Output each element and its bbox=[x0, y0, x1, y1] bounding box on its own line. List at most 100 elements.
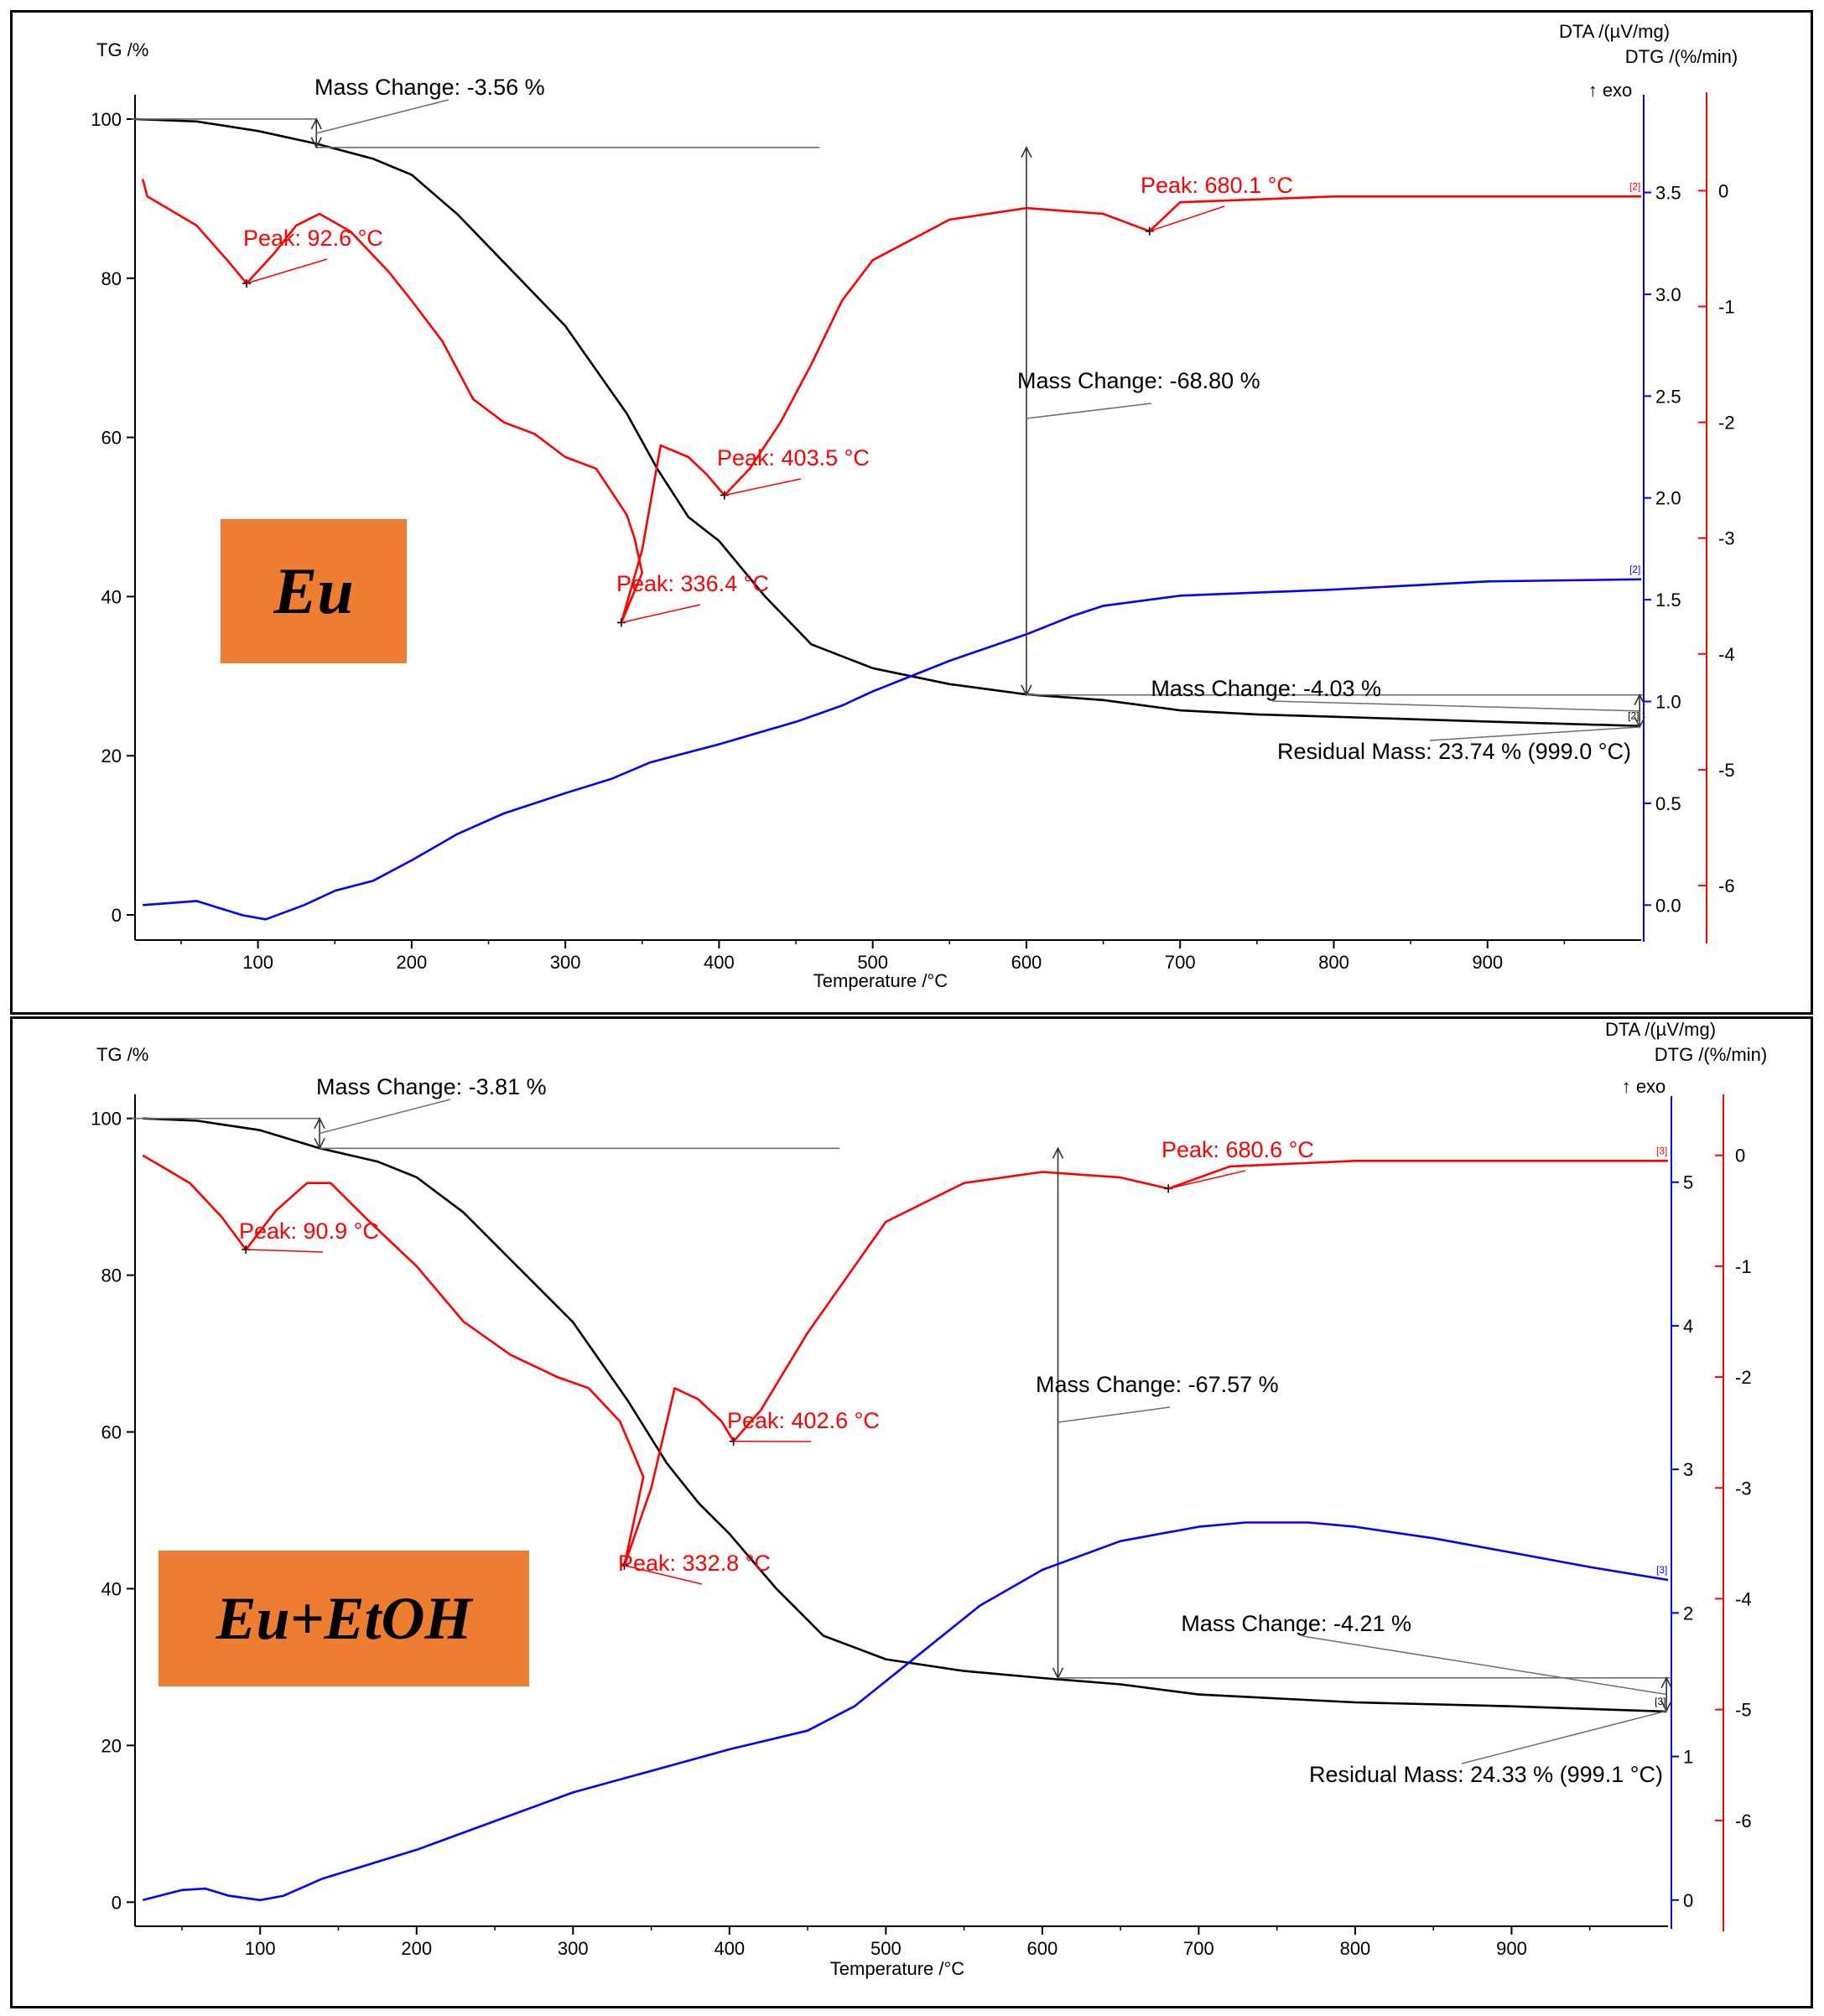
peak-label: Peak: 90.9 °C bbox=[239, 1218, 379, 1244]
dta-tick-label: 5 bbox=[1683, 1172, 1693, 1193]
peak-label: Peak: 680.6 °C bbox=[1161, 1137, 1314, 1162]
x-tick-label: 900 bbox=[1496, 1938, 1527, 1959]
dta-curve-marker: [3] bbox=[1656, 1564, 1667, 1576]
mass-change-label: Mass Change: -67.57 % bbox=[1036, 1372, 1279, 1397]
peak-label: Peak: 402.6 °C bbox=[727, 1408, 880, 1433]
x-tick-label: 400 bbox=[714, 1938, 745, 1959]
peak-leader bbox=[621, 604, 701, 624]
mass-change-label: Mass Change: -3.81 % bbox=[316, 1074, 547, 1099]
tg-tick-label: 100 bbox=[91, 109, 122, 130]
dta-tick-label: 2.5 bbox=[1655, 386, 1681, 407]
dta-curve bbox=[142, 1521, 1669, 1902]
dtg-tick-label: -1 bbox=[1718, 296, 1735, 317]
dta-curve bbox=[143, 578, 1642, 921]
mass-change-arrowhead bbox=[314, 1116, 325, 1130]
dtg-tick-label: -1 bbox=[1735, 1256, 1752, 1277]
mass-change-leader bbox=[316, 99, 450, 134]
dtg-curve bbox=[142, 1154, 1668, 1567]
dta-tick-label: 1 bbox=[1683, 1747, 1693, 1768]
x-tick-label: 900 bbox=[1472, 952, 1503, 973]
sample-badge-eu-etoh: Eu+EtOH bbox=[158, 1551, 529, 1686]
mass-change-arrowhead bbox=[310, 117, 322, 130]
peak-label: Peak: 336.4 °C bbox=[616, 571, 769, 596]
tg-tick-label: 20 bbox=[101, 746, 122, 766]
x-tick-label: 500 bbox=[857, 952, 888, 973]
dtg-tick-label: -4 bbox=[1718, 644, 1735, 665]
x-tick-label: 800 bbox=[1340, 1938, 1371, 1959]
tg-curve bbox=[134, 117, 1640, 727]
mass-change-arrowhead bbox=[1052, 1146, 1064, 1159]
tg-tick-label: 80 bbox=[101, 1265, 122, 1286]
mass-change-label: Mass Change: -4.21 % bbox=[1181, 1611, 1411, 1636]
x-tick-label: 700 bbox=[1183, 1938, 1214, 1959]
tg-tick-label: 40 bbox=[101, 1578, 122, 1599]
residual-mass-leader bbox=[1429, 726, 1640, 741]
dta-tick-label: 0.0 bbox=[1655, 895, 1681, 916]
dta-curve-marker: [2] bbox=[1629, 564, 1640, 575]
mass-change-label: Mass Change: -3.56 % bbox=[314, 75, 545, 100]
x-tick-label: 200 bbox=[397, 952, 428, 973]
mass-change-leader bbox=[1026, 403, 1152, 419]
mass-change-leader bbox=[1302, 1635, 1667, 1696]
dta-tick-label: 0.5 bbox=[1655, 793, 1681, 814]
mass-change-arrowhead bbox=[1634, 716, 1645, 729]
tg-tick-label: 60 bbox=[101, 428, 122, 449]
dta-tick-label: 1.0 bbox=[1655, 692, 1681, 713]
peak-leader bbox=[724, 478, 802, 496]
dta-tick-label: 3 bbox=[1683, 1459, 1693, 1480]
tg-tick-label: 0 bbox=[112, 905, 122, 926]
x-tick-label: 200 bbox=[401, 1938, 432, 1959]
dtg-tick-label: -3 bbox=[1735, 1478, 1752, 1499]
residual-mass-leader bbox=[1461, 1710, 1667, 1764]
peak-leader bbox=[1168, 1170, 1246, 1190]
dtg-tick-label: -5 bbox=[1718, 760, 1735, 781]
x-tick-label: 100 bbox=[245, 1938, 276, 1959]
peak-label: Peak: 332.8 °C bbox=[618, 1551, 771, 1576]
x-tick-label: 300 bbox=[558, 1938, 589, 1959]
sample-badge-eu: Eu bbox=[221, 519, 407, 663]
chart-panel-eu: TG /% 0 20 40 60 80 100 100 200 300 400 500 600 700 80… bbox=[10, 10, 1813, 1015]
exo-indicator: ↑ exo bbox=[1622, 1076, 1666, 1097]
dtg-tick-label: -6 bbox=[1718, 876, 1735, 896]
x-tick-label: 600 bbox=[1011, 952, 1042, 973]
dtg-curve-marker: [2] bbox=[1629, 180, 1640, 192]
dta-tick-label: 4 bbox=[1683, 1316, 1693, 1337]
dtg-curve-marker: [3] bbox=[1656, 1145, 1667, 1156]
peak-leader bbox=[1149, 205, 1225, 232]
peak-label: Peak: 403.5 °C bbox=[717, 445, 870, 470]
peak-label: Peak: 92.6 °C bbox=[243, 226, 383, 251]
mass-change-label: Mass Change: -68.80 % bbox=[1017, 368, 1260, 393]
dta-tick-label: 1.5 bbox=[1655, 590, 1681, 611]
dtg-tick-label: -6 bbox=[1735, 1811, 1752, 1832]
tg-tick-label: 20 bbox=[101, 1735, 122, 1756]
x-tick-label: 300 bbox=[550, 952, 581, 973]
tg-tick-label: 80 bbox=[101, 268, 122, 289]
tg-tick-label: 0 bbox=[112, 1892, 122, 1913]
mass-change-arrowhead bbox=[1634, 693, 1645, 706]
x-tick-label: 100 bbox=[242, 952, 273, 973]
dta-tick-label: 2 bbox=[1683, 1603, 1693, 1624]
tg-tick-label: 60 bbox=[101, 1422, 122, 1443]
tg-curve-marker: [2] bbox=[1628, 710, 1639, 722]
tg-tick-label: 40 bbox=[101, 586, 122, 607]
x-tick-label: 500 bbox=[870, 1938, 902, 1959]
peak-label: Peak: 680.1 °C bbox=[1141, 173, 1293, 198]
tg-axis-label: TG /% bbox=[96, 1044, 148, 1065]
chart-panel-eu-etoh: TG /% 0 20 40 60 80 100 100 200 300 400 500 600 700 80… bbox=[10, 1016, 1813, 2008]
dtg-curve bbox=[141, 179, 1641, 624]
peak-marker bbox=[1164, 1184, 1173, 1193]
mass-change-leader bbox=[1058, 1406, 1171, 1423]
tga-chart-eu: TG /% 0 20 40 60 80 100 100 200 300 400 500 600 700 80… bbox=[91, 21, 1738, 991]
dta-tick-label: 3.5 bbox=[1655, 183, 1681, 204]
dta-tick-label: 3.0 bbox=[1655, 284, 1681, 305]
x-tick-label: 700 bbox=[1165, 952, 1196, 973]
dta-tick-label: 0 bbox=[1683, 1890, 1693, 1911]
mass-change-arrowhead bbox=[310, 137, 322, 149]
dtg-tick-label: 0 bbox=[1735, 1146, 1745, 1166]
tg-curve bbox=[143, 1117, 1667, 1713]
residual-mass-label: Residual Mass: 23.74 % (999.0 °C) bbox=[1277, 739, 1631, 764]
mass-change-arrowhead bbox=[1660, 1676, 1672, 1689]
mass-change-label: Mass Change: -4.03 % bbox=[1151, 676, 1381, 701]
mass-change-arrowhead bbox=[1021, 145, 1032, 158]
